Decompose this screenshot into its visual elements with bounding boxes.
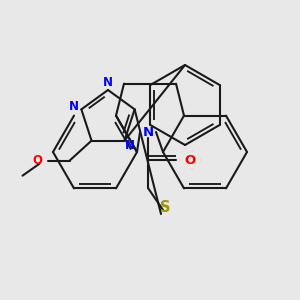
Text: N: N [69,100,80,113]
Text: N: N [103,76,113,89]
Text: O: O [32,154,43,167]
Text: N: N [142,125,154,139]
Text: N: N [124,139,134,152]
Text: O: O [184,154,195,166]
Text: S: S [160,200,170,215]
